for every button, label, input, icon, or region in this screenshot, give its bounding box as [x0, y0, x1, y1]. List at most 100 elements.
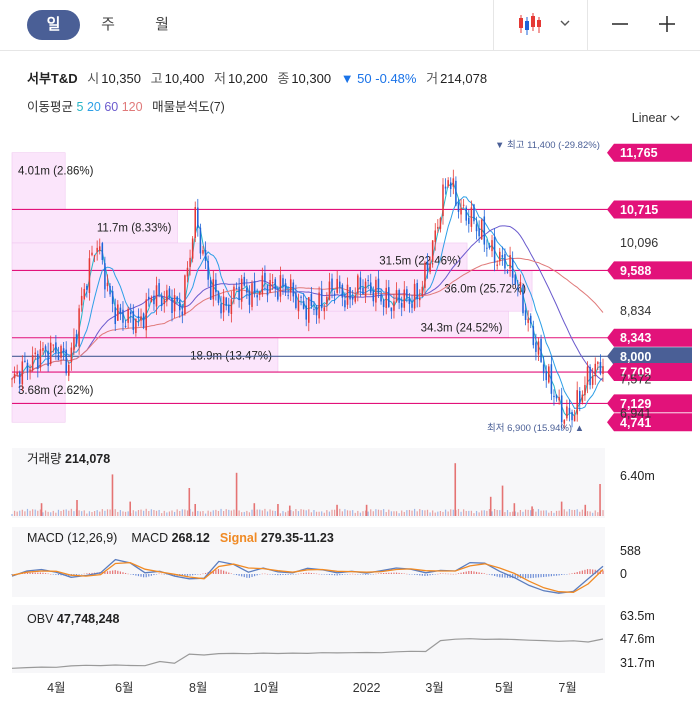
macd-histogram-bar: [189, 574, 191, 576]
volume-bar: [173, 511, 176, 516]
macd-histogram-bar: [24, 573, 26, 574]
candle-body: [346, 284, 349, 305]
macd-histogram-bar: [370, 574, 372, 575]
macd-histogram-bar: [592, 569, 594, 574]
volume-bar: [463, 509, 465, 516]
candle-body: [444, 186, 447, 189]
macd-histogram-bar: [238, 574, 240, 576]
volume-bar: [357, 510, 359, 516]
volume-bar: [560, 501, 563, 516]
low-value: 10,200: [227, 71, 268, 86]
macd-histogram-bar: [88, 573, 91, 574]
moving-average-line-60: [11, 225, 604, 381]
volume-bar: [380, 510, 382, 516]
macd-histogram-bar: [34, 572, 36, 574]
candle-body: [212, 279, 215, 300]
volume-bar: [106, 509, 109, 516]
zoom-out-button[interactable]: [605, 9, 635, 39]
volume-bar: [34, 509, 36, 516]
change-value: ▼ 50: [340, 71, 372, 86]
scale-selector[interactable]: Linear: [632, 111, 680, 125]
macd-histogram-bar: [566, 574, 568, 575]
macd-histogram-bar: [395, 572, 398, 574]
macd-histogram-bar: [447, 573, 449, 575]
volume-bar: [303, 509, 305, 516]
candle-body: [403, 289, 406, 308]
volume-bar: [365, 504, 368, 516]
candle-body: [148, 296, 150, 300]
volume-bar: [284, 512, 287, 516]
price-tag-badge: [607, 363, 692, 382]
stock-name: 서부T&D: [27, 71, 78, 86]
candle-body: [98, 246, 101, 252]
candle-body: [341, 284, 344, 298]
candlestick-icon: [519, 13, 570, 35]
ma-120: 120: [121, 100, 143, 114]
indicator-legend[interactable]: 이동평균 5 20 60 120 매물분석도(7): [27, 96, 225, 115]
tab-weekly[interactable]: 주: [101, 16, 115, 33]
volume-bar: [395, 511, 398, 516]
x-axis-tick: 2022: [353, 681, 381, 695]
volume-profile-bar: [11, 310, 509, 339]
candle-body: [434, 230, 437, 243]
candle-body: [511, 258, 514, 278]
volume-bar: [119, 510, 121, 516]
volume-bar: [483, 510, 485, 516]
volume-bar: [499, 510, 501, 516]
price-tag-badge: [607, 200, 692, 219]
candle-body: [411, 303, 413, 308]
tab-daily[interactable]: 일: [27, 10, 80, 40]
candle-body: [289, 279, 292, 293]
zoom-in-button[interactable]: [652, 9, 682, 39]
macd-histogram-bar: [158, 573, 160, 575]
price-tag-badge: [607, 413, 692, 432]
macd-histogram-bar: [266, 573, 269, 575]
volume-panel-bg: [12, 448, 605, 518]
macd-histogram-bar: [264, 573, 266, 575]
price-tag-label: 7,129: [620, 397, 651, 411]
macd-histogram-bar: [104, 571, 106, 574]
macd-histogram-bar: [29, 572, 31, 574]
candle-body: [478, 228, 480, 237]
candle-body: [429, 263, 431, 273]
macd-histogram-bar: [109, 570, 111, 574]
volume-bar: [272, 510, 274, 516]
volume-bar: [383, 509, 385, 516]
candle-body: [589, 366, 591, 386]
volume-bar: [416, 511, 418, 516]
macd-histogram-bar: [424, 574, 426, 577]
volume-bar: [88, 511, 91, 516]
stock-summary: 서부T&D 시 10,350 고 10,400 저 10,200 종 10,300 ▼ …: [27, 68, 493, 87]
macd-histogram-bar: [452, 573, 454, 575]
macd-histogram-bar: [217, 569, 220, 574]
volume-bar: [489, 496, 492, 516]
macd-histogram-bar: [42, 572, 44, 574]
macd-histogram-bar: [305, 572, 307, 574]
volume-label: 거: [426, 71, 439, 86]
macd-histogram-bar: [388, 572, 390, 574]
volume-bar: [331, 509, 333, 516]
volume-bar: [524, 509, 527, 516]
candle-body: [284, 283, 287, 292]
candle-body: [158, 283, 160, 295]
macd-histogram-bar: [375, 573, 377, 575]
macd-histogram-bar: [398, 572, 400, 574]
volume-bar: [207, 510, 209, 516]
macd-histogram-bar: [215, 569, 217, 574]
macd-histogram-bar: [385, 572, 387, 574]
chart-type-selector[interactable]: [505, 9, 575, 39]
macd-histogram-bar: [91, 572, 93, 574]
candle-body: [519, 282, 522, 287]
tab-monthly[interactable]: 월: [155, 16, 169, 33]
macd-histogram-bar: [47, 573, 49, 575]
volume-bar: [315, 511, 318, 516]
candle-body: [491, 240, 493, 252]
volume-bar: [406, 510, 408, 516]
candle-body: [599, 361, 602, 374]
volume-bar: [599, 484, 601, 516]
macd-histogram-bar: [543, 574, 545, 578]
price-tag-label: 8,343: [620, 331, 651, 345]
candle-body: [380, 294, 382, 302]
candle-body: [104, 263, 106, 290]
